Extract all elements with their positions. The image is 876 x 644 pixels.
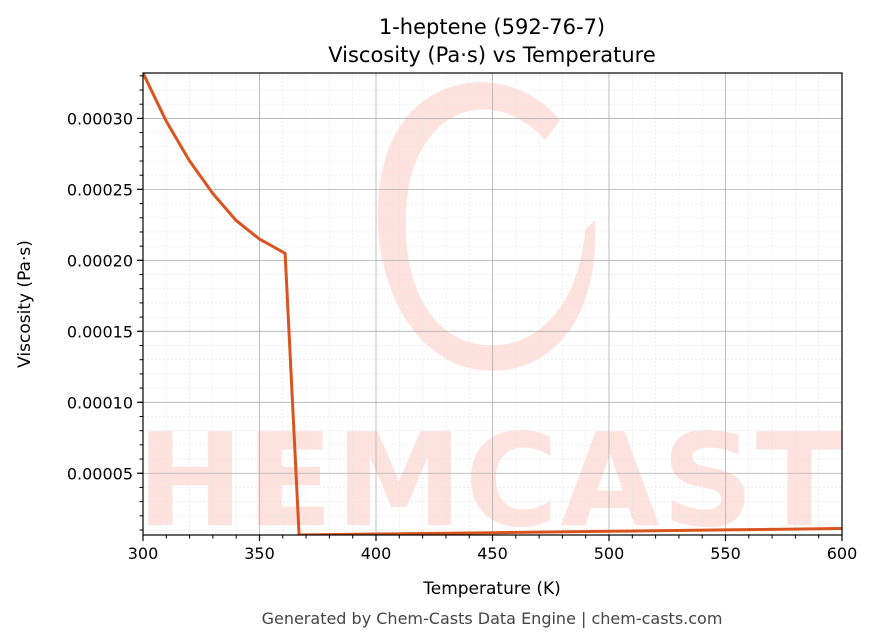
- y-axis: 0.00005 0.00010 0.00015 0.00020 0.00025 0.000…: [67, 75, 143, 531]
- y-tick-label: 0.00015: [67, 322, 133, 341]
- x-tick-label: 550: [710, 544, 741, 563]
- series-line-viscosity: [143, 73, 842, 535]
- y-tick-label: 0.00005: [67, 464, 133, 483]
- y-tick-label: 0.00025: [67, 180, 133, 199]
- x-tick-label: 450: [477, 544, 508, 563]
- y-axis-label: Viscosity (Pa·s): [15, 240, 35, 368]
- x-tick-label: 400: [361, 544, 392, 563]
- footer-text: Generated by Chem-Casts Data Engine | ch…: [262, 609, 723, 628]
- y-tick-label: 0.00010: [67, 393, 133, 412]
- x-tick-label: 350: [244, 544, 275, 563]
- chart-title: 1-heptene (592-76-7): [379, 15, 605, 39]
- chart-subtitle: Viscosity (Pa·s) vs Temperature: [328, 43, 656, 67]
- x-tick-label: 500: [594, 544, 625, 563]
- x-axis: 300 350 400 450 500 550 600: [128, 535, 858, 563]
- y-tick-label: 0.00020: [67, 251, 133, 270]
- x-tick-label: 600: [827, 544, 858, 563]
- y-tick-label: 0.00030: [67, 109, 133, 128]
- x-axis-label: Temperature (K): [422, 579, 561, 599]
- x-tick-label: 300: [128, 544, 159, 563]
